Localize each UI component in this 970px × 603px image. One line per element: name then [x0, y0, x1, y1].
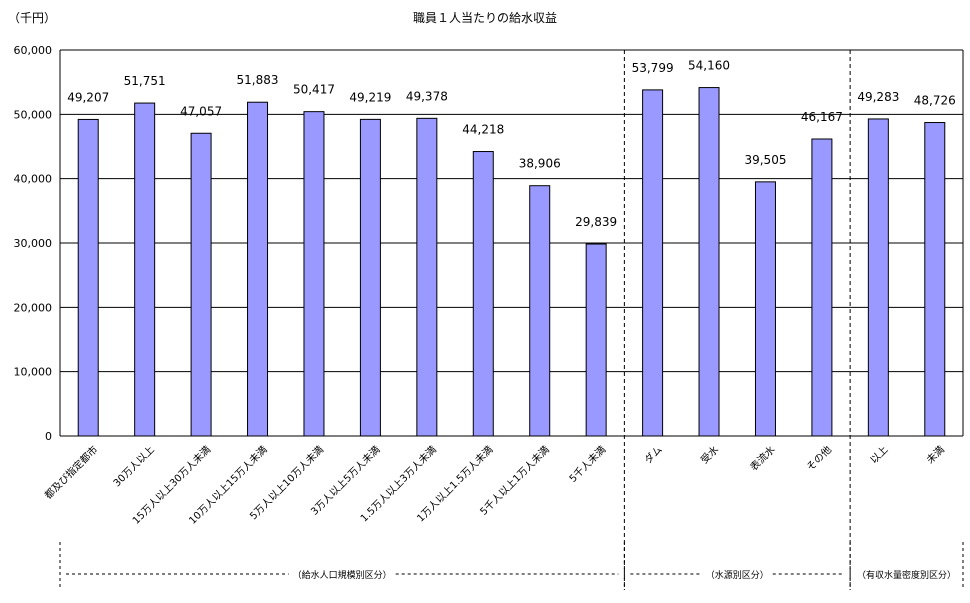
y-tick-label: 60,000 — [14, 44, 53, 57]
chart-title: 職員１人当たりの給水収益 — [413, 11, 557, 25]
y-tick-label: 50,000 — [14, 108, 53, 121]
unit-label: （千円） — [8, 11, 56, 25]
data-label: 49,283 — [857, 90, 899, 104]
y-tick-label: 0 — [45, 430, 52, 443]
data-label: 51,751 — [124, 74, 166, 88]
y-tick-label: 20,000 — [14, 301, 53, 314]
x-tick-label: 都及び指定都市 — [42, 443, 101, 502]
bar — [472, 151, 494, 437]
y-tick-label: 10,000 — [14, 366, 53, 379]
bar — [529, 185, 551, 437]
bar — [698, 87, 720, 437]
data-label: 47,057 — [180, 104, 222, 118]
data-label: 38,906 — [519, 157, 561, 171]
data-label: 46,167 — [801, 110, 843, 124]
bar — [303, 111, 325, 437]
bar — [585, 243, 607, 437]
x-tick-label: 受水 — [699, 444, 722, 467]
data-label: 51,883 — [237, 73, 279, 87]
bar — [754, 181, 776, 437]
data-label: 48,726 — [914, 94, 956, 108]
data-label: 50,417 — [293, 83, 335, 97]
group-label: （給水人口規模別区分） — [293, 569, 392, 581]
bar — [924, 122, 946, 437]
bar — [190, 132, 212, 437]
x-tick-label: 未満 — [924, 444, 947, 467]
bar — [416, 117, 438, 437]
x-tick-label: 30万人以上 — [111, 444, 157, 490]
data-label: 44,218 — [462, 123, 504, 137]
group-label: （水源別区分） — [706, 569, 769, 581]
x-tick-label: その他 — [804, 443, 834, 473]
x-tick-label: 以上 — [868, 444, 891, 467]
bar — [867, 118, 889, 437]
y-tick-label: 30,000 — [14, 237, 53, 250]
data-label: 49,219 — [349, 90, 391, 104]
data-label: 49,207 — [67, 90, 109, 104]
y-tick-label: 40,000 — [14, 173, 53, 186]
bar — [77, 118, 99, 437]
data-label: 29,839 — [575, 215, 617, 229]
bar — [247, 101, 269, 437]
x-tick-label: 5千人未満 — [567, 444, 608, 485]
x-tick-label: ダム — [641, 443, 664, 466]
data-label: 53,799 — [632, 61, 674, 75]
group-label: （有収水量密度別区分） — [857, 569, 956, 581]
bar — [642, 89, 664, 437]
data-label: 49,378 — [406, 89, 448, 103]
data-label: 39,505 — [744, 153, 786, 167]
bar — [359, 118, 381, 437]
x-tick-label: 表流水 — [747, 443, 777, 473]
bar — [134, 102, 156, 437]
data-label: 54,160 — [688, 59, 730, 73]
bar — [811, 138, 833, 437]
